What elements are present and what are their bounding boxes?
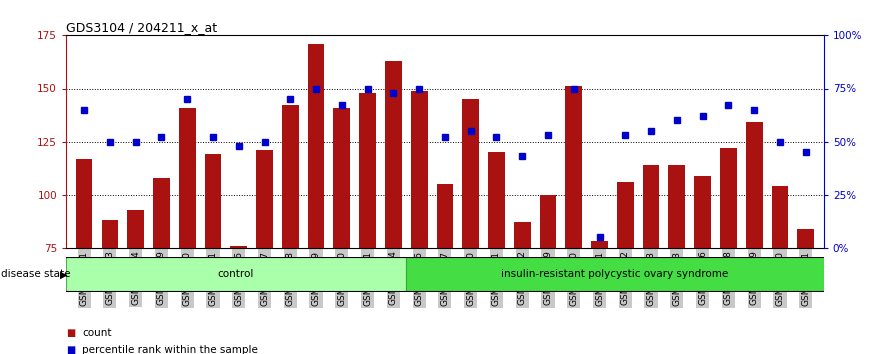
Bar [669, 165, 685, 248]
Bar [230, 246, 247, 248]
Bar [617, 182, 633, 248]
Bar [797, 229, 814, 248]
Bar [101, 220, 118, 248]
Bar [256, 150, 273, 248]
Bar [772, 186, 788, 248]
Bar [463, 99, 479, 248]
Bar [406, 257, 824, 292]
Text: ▶: ▶ [60, 269, 68, 279]
Bar [153, 178, 170, 248]
Bar [127, 210, 144, 248]
Text: control: control [218, 269, 254, 279]
Text: percentile rank within the sample: percentile rank within the sample [82, 346, 258, 354]
Text: disease state: disease state [1, 269, 74, 279]
Bar [385, 61, 402, 248]
Text: ■: ■ [66, 328, 75, 338]
Bar [694, 176, 711, 248]
Bar [514, 222, 530, 248]
Bar [333, 108, 351, 248]
Text: GDS3104 / 204211_x_at: GDS3104 / 204211_x_at [66, 21, 218, 34]
Bar [591, 241, 608, 248]
Bar [436, 184, 454, 248]
Bar [488, 152, 505, 248]
Bar [76, 159, 93, 248]
Bar [307, 44, 324, 248]
Bar [282, 105, 299, 248]
Bar [179, 108, 196, 248]
Bar [643, 165, 660, 248]
Bar [204, 154, 221, 248]
Bar [411, 91, 427, 248]
Text: count: count [82, 328, 111, 338]
Bar [66, 257, 406, 292]
Bar [359, 93, 376, 248]
Bar [720, 148, 737, 248]
Text: ■: ■ [66, 346, 75, 354]
Bar [746, 122, 763, 248]
Bar [566, 86, 582, 248]
Text: insulin-resistant polycystic ovary syndrome: insulin-resistant polycystic ovary syndr… [501, 269, 729, 279]
Bar [539, 195, 557, 248]
